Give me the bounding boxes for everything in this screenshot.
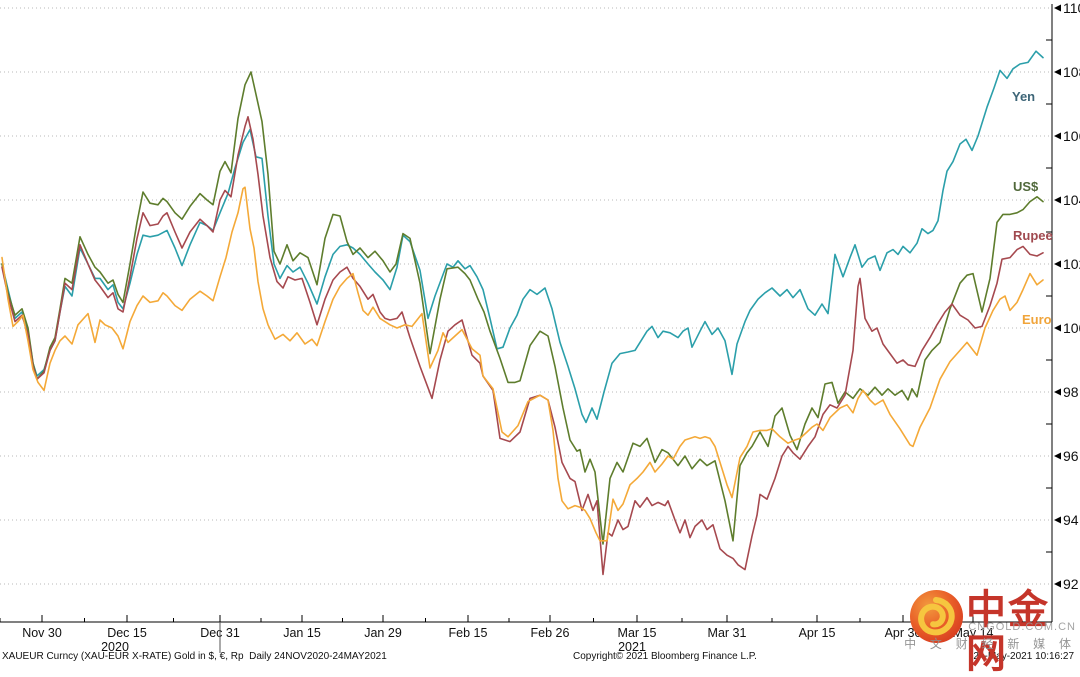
chart-description: XAUEUR Curncy (XAU-EUR X-RATE) Gold in $… (2, 651, 387, 662)
y-tick-label: 106 (1063, 128, 1080, 144)
x-tick-label: Apr 30 (885, 626, 922, 640)
x-tick-label: May 14 (953, 626, 994, 640)
series-label-rupee: Rupee (1013, 228, 1053, 243)
x-tick-label: Nov 30 (22, 626, 62, 640)
y-tick-label: 92 (1063, 576, 1079, 592)
y-tick-label: 102 (1063, 256, 1080, 272)
y-tick-label: 104 (1063, 192, 1080, 208)
x-year-label: 2021 (618, 640, 646, 654)
x-tick-label: Mar 15 (618, 626, 657, 640)
y-tick-marker (1054, 388, 1061, 396)
x-tick-label: Jan 29 (364, 626, 402, 640)
y-tick-label: 98 (1063, 384, 1079, 400)
copyright-notice: Copyright© 2021 Bloomberg Finance L.P. (573, 651, 757, 662)
y-tick-marker (1054, 516, 1061, 524)
y-tick-marker (1054, 4, 1061, 12)
y-tick-label: 110 (1063, 0, 1080, 16)
y-tick-marker (1054, 580, 1061, 588)
x-tick-label: Apr 15 (799, 626, 836, 640)
x-tick-label: Mar 31 (708, 626, 747, 640)
series-line-euro (1, 186, 1044, 542)
x-tick-label: Feb 15 (449, 626, 488, 640)
y-tick-label: 100 (1063, 320, 1080, 336)
x-tick-label: Jan 15 (283, 626, 321, 640)
y-tick-label: 96 (1063, 448, 1079, 464)
y-tick-marker (1054, 452, 1061, 460)
x-tick-label: Feb 26 (531, 626, 570, 640)
y-tick-marker (1054, 324, 1061, 332)
y-tick-marker (1054, 260, 1061, 268)
y-tick-marker (1054, 196, 1061, 204)
series-line-rupee (1, 116, 1044, 576)
series-line-us (1, 71, 1044, 545)
y-tick-marker (1054, 68, 1061, 76)
series-label-euro: Euro (1022, 312, 1052, 327)
x-tick-label: Dec 15 (107, 626, 147, 640)
series-label-us: US$ (1013, 179, 1039, 194)
y-tick-label: 94 (1063, 512, 1079, 528)
x-year-label: 2020 (101, 640, 129, 654)
series-label-yen: Yen (1012, 89, 1035, 104)
y-tick-label: 108 (1063, 64, 1080, 80)
series-line-yen (1, 50, 1044, 424)
y-tick-marker (1054, 132, 1061, 140)
timestamp: 24-May-2021 10:16:27 (973, 651, 1074, 662)
